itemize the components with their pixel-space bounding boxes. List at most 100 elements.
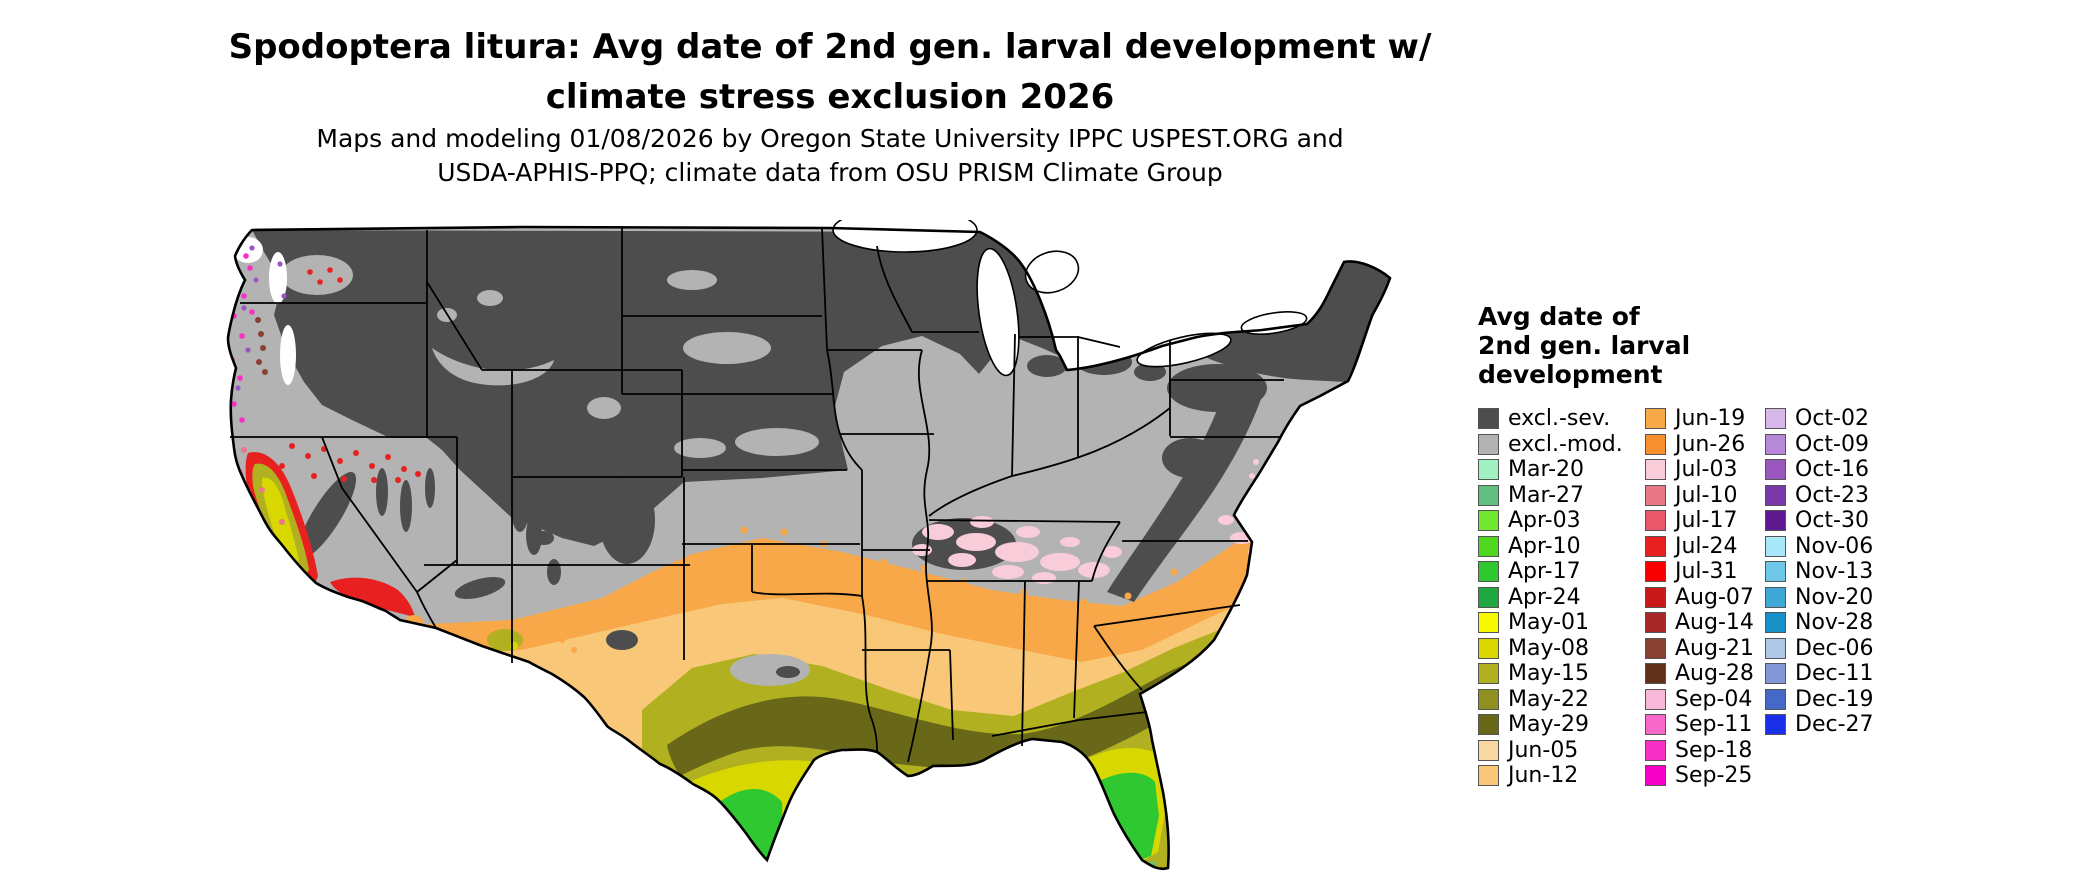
legend-entry: Jun-19: [1645, 406, 1765, 432]
legend-swatch: [1645, 459, 1666, 481]
legend-entry: Jul-17: [1645, 508, 1765, 534]
legend-entry-label: Aug-07: [1675, 584, 1754, 610]
map-central-texas-gray-patch: [606, 630, 810, 686]
legend-entry-label: Sep-11: [1675, 712, 1753, 738]
map-speckles-red: [279, 267, 1277, 501]
legend-entry: May-22: [1478, 687, 1645, 713]
legend-entry: Oct-02: [1765, 406, 1910, 432]
legend-entry: Nov-28: [1765, 610, 1910, 636]
legend-entry: May-29: [1478, 712, 1645, 738]
legend-title-line2: 2nd gen. larval: [1478, 331, 1691, 360]
legend-entry: Oct-30: [1765, 508, 1910, 534]
lake-huron: [1024, 250, 1080, 294]
legend-entry-label: Jul-03: [1675, 457, 1738, 483]
legend-entry-label: excl.-mod.: [1508, 431, 1623, 457]
map-florida-greens: [1067, 748, 1167, 869]
legend-entry-label: excl.-sev.: [1508, 406, 1611, 432]
legend-entry: Nov-20: [1765, 585, 1910, 611]
legend-entry: Apr-24: [1478, 585, 1645, 611]
legend-entry-label: Oct-23: [1795, 482, 1869, 508]
legend-entry-label: May-29: [1508, 712, 1590, 738]
legend-entry: Mar-27: [1478, 483, 1645, 509]
legend-swatch: [1645, 586, 1666, 608]
legend-entry-label: Dec-27: [1795, 712, 1874, 738]
legend-title-line3: development: [1478, 360, 1663, 389]
legend-entry-label: Apr-03: [1508, 508, 1581, 534]
legend-entry: Nov-06: [1765, 534, 1910, 560]
legend-entry: Jul-31: [1645, 559, 1765, 585]
legend-swatch: [1478, 612, 1499, 634]
legend-entry: Sep-18: [1645, 738, 1765, 764]
legend-entry: excl.-mod.: [1478, 432, 1645, 458]
legend-swatch: [1645, 765, 1666, 787]
legend-entry-label: Aug-14: [1675, 610, 1754, 636]
legend-entry: Dec-27: [1765, 712, 1910, 738]
legend-entry-label: Apr-10: [1508, 533, 1581, 559]
legend-entry: Dec-06: [1765, 636, 1910, 662]
legend-entry-label: Mar-20: [1508, 457, 1585, 483]
legend-entry-label: May-08: [1508, 635, 1590, 661]
legend-entry: Jun-05: [1478, 738, 1645, 764]
legend: Avg date of 2nd gen. larval development …: [1478, 302, 2078, 789]
legend-entry-label: Nov-06: [1795, 533, 1874, 559]
legend-swatch: [1645, 637, 1666, 659]
legend-entry-label: Jun-12: [1508, 763, 1579, 789]
legend-entry-label: Aug-28: [1675, 661, 1754, 687]
legend-entry-label: Jun-05: [1508, 737, 1579, 763]
legend-swatch: [1765, 688, 1786, 710]
legend-entry: Aug-07: [1645, 585, 1765, 611]
map-band-may29-darkolive: [667, 652, 1238, 776]
legend-entry: Apr-17: [1478, 559, 1645, 585]
legend-entry-label: Jul-24: [1675, 533, 1738, 559]
map-moderate-pockets: [281, 255, 819, 458]
legend-entry-label: Oct-30: [1795, 508, 1869, 534]
legend-entry-label: May-01: [1508, 610, 1590, 636]
legend-entry: May-15: [1478, 661, 1645, 687]
legend-column-3: Oct-02 Oct-09 Oct-16 Oct-23 Oct-30 Nov-06 Nov-…: [1765, 406, 1910, 789]
legend-entry-label: Dec-11: [1795, 661, 1874, 687]
legend-entry-label: Nov-28: [1795, 610, 1874, 636]
legend-swatch: [1765, 535, 1786, 557]
legend-swatch: [1478, 765, 1499, 787]
legend-swatch: [1765, 714, 1786, 736]
legend-entry: Dec-19: [1765, 687, 1910, 713]
legend-entry-label: Jul-17: [1675, 508, 1738, 534]
legend-entry: Sep-11: [1645, 712, 1765, 738]
legend-entry-label: Nov-20: [1795, 584, 1874, 610]
map-state-boundaries: [230, 227, 1284, 763]
legend-swatch: [1478, 561, 1499, 583]
legend-title: Avg date of 2nd gen. larval development: [1478, 302, 2078, 389]
legend-swatch: [1645, 688, 1666, 710]
legend-swatch: [1645, 510, 1666, 532]
us-map: [222, 207, 1398, 882]
legend-swatch: [1478, 714, 1499, 736]
map-south-texas-greens: [672, 760, 957, 869]
legend-swatch: [1645, 739, 1666, 761]
legend-entry: Oct-09: [1765, 432, 1910, 458]
legend-columns: excl.-sev. excl.-mod. Mar-20 Mar-27 Apr-03 Ap…: [1478, 406, 2078, 789]
legend-swatch: [1765, 612, 1786, 634]
legend-swatch: [1765, 459, 1786, 481]
lake-erie: [1136, 332, 1232, 368]
legend-swatch: [1478, 459, 1499, 481]
legend-swatch: [1478, 688, 1499, 710]
legend-entry-label: May-15: [1508, 661, 1590, 687]
legend-entry: Mar-20: [1478, 457, 1645, 483]
legend-swatch: [1478, 637, 1499, 659]
legend-entry: Jun-12: [1478, 763, 1645, 789]
legend-entry: Oct-23: [1765, 483, 1910, 509]
map-subtitle: Maps and modeling 01/08/2026 by Oregon S…: [0, 122, 1660, 190]
legend-entry-label: Jul-31: [1675, 559, 1738, 585]
legend-swatch: [1765, 637, 1786, 659]
legend-entry-label: Dec-06: [1795, 635, 1874, 661]
legend-entry-label: Oct-09: [1795, 431, 1869, 457]
legend-entry: Aug-21: [1645, 636, 1765, 662]
map-title: Spodoptera litura: Avg date of 2nd gen. …: [0, 22, 1660, 122]
legend-swatch: [1478, 510, 1499, 532]
legend-swatch: [1478, 484, 1499, 506]
legend-entry: Apr-03: [1478, 508, 1645, 534]
legend-swatch: [1645, 433, 1666, 455]
legend-swatch: [1645, 535, 1666, 557]
legend-swatch: [1765, 663, 1786, 685]
map-title-line2: climate stress exclusion 2026: [545, 77, 1115, 117]
